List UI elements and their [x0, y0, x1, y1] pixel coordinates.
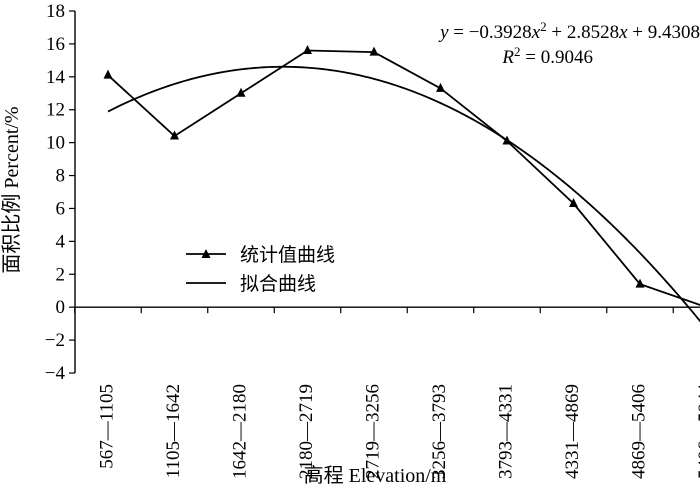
- x-tick-label: 567—1105: [96, 384, 117, 469]
- fit-equation: y = −0.3928x2 + 2.8528x + 9.4308: [438, 19, 700, 44]
- fit-curve-path: [107, 65, 700, 323]
- r2-var: R: [501, 47, 514, 68]
- r-squared: R2 = 0.9046: [501, 44, 593, 69]
- r2-rest: = 0.9046: [521, 47, 593, 68]
- data-point-marker: [436, 82, 445, 92]
- x-tick-label: 1642—2180: [229, 384, 250, 479]
- data-point-marker: [635, 278, 645, 288]
- legend-observed-label: 统计值曲线: [240, 244, 335, 266]
- y-tick-label: 8: [56, 166, 66, 187]
- x-tick-label: 2180—2719: [296, 384, 317, 479]
- data-point-marker: [369, 46, 379, 56]
- x-tick-label: 1105—1642: [163, 384, 184, 478]
- y-axis-title: 面积比例 Percent/%: [0, 106, 23, 273]
- fit-curve: [107, 65, 700, 323]
- x-tick-label: 4331—4869: [562, 384, 583, 479]
- x-axis-title: 高程 Elevation/m: [304, 464, 447, 487]
- y-tick-label: 4: [56, 231, 66, 252]
- y-tick-label: 12: [46, 100, 65, 121]
- legend-item-fit: 拟合曲线: [186, 273, 316, 295]
- data-point-marker: [303, 44, 312, 54]
- legend: 统计值曲线 拟合曲线: [186, 244, 335, 295]
- x-tick-label: 3793—4331: [495, 384, 516, 479]
- observed-line: [107, 49, 700, 306]
- eq-part1: = −0.3928: [449, 22, 532, 43]
- legend-item-observed: 统计值曲线: [186, 244, 335, 266]
- y-tick-label: −4: [45, 363, 66, 384]
- eq-sup: 2: [540, 19, 547, 34]
- y-tick-label: 16: [46, 34, 65, 55]
- legend-fit-label: 拟合曲线: [240, 273, 316, 295]
- data-point-marker: [502, 135, 512, 145]
- eq-var1: x: [531, 22, 541, 43]
- y-tick-label: 14: [46, 67, 66, 88]
- r2-sup: 2: [514, 44, 521, 59]
- y-tick-label: 10: [46, 133, 65, 154]
- data-point-marker: [569, 198, 578, 208]
- legend-observed-marker: [201, 249, 211, 258]
- y-tick-label: 0: [56, 297, 66, 318]
- x-tick-label: 4869—5406: [628, 384, 649, 479]
- eq-part3: + 9.4308: [628, 22, 700, 43]
- data-point-marker: [170, 130, 179, 140]
- x-axis: 567—1105 1105—1642 1642—2180 2180—2719 2719—…: [74, 306, 700, 480]
- y-tick-label: 6: [56, 198, 66, 219]
- eq-var2: x: [618, 22, 628, 43]
- eq-part2: + 2.8528: [547, 22, 619, 43]
- x-tick-label: 2719—3256: [362, 384, 383, 479]
- observed-series: [103, 44, 700, 306]
- y-axis: 18 16 14 12 10 8 6 4 2 0 −2 −4: [45, 1, 76, 384]
- y-tick-label: 2: [56, 264, 66, 285]
- data-point-marker: [103, 69, 113, 79]
- x-tick-label: 3256—3793: [429, 384, 450, 479]
- x-tick-label: 5406—5944: [695, 384, 700, 480]
- eq-y: y: [438, 22, 449, 43]
- y-tick-label: 18: [46, 1, 65, 22]
- data-point-marker: [236, 87, 246, 97]
- y-tick-label: −2: [45, 330, 65, 351]
